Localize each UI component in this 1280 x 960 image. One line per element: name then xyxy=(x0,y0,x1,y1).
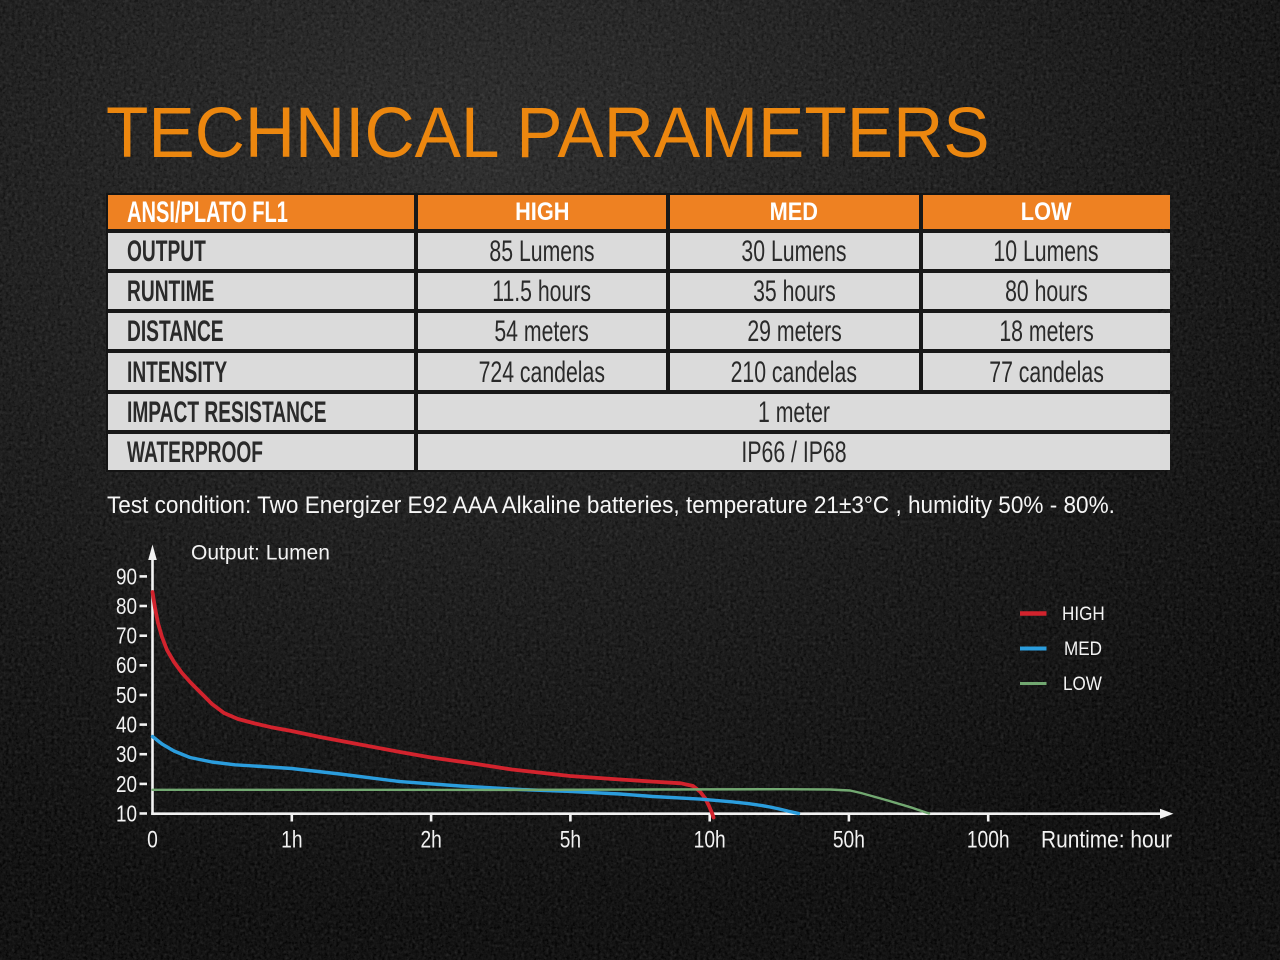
svg-text:MED: MED xyxy=(1064,638,1102,659)
svg-text:10: 10 xyxy=(116,802,137,827)
svg-text:1h: 1h xyxy=(281,825,302,853)
svg-text:50h: 50h xyxy=(833,825,865,853)
svg-text:Output: Lumen: Output: Lumen xyxy=(191,542,330,565)
svg-text:100h: 100h xyxy=(967,825,1010,853)
svg-text:LOW: LOW xyxy=(1063,673,1102,694)
svg-text:HIGH: HIGH xyxy=(1062,603,1105,624)
svg-text:30: 30 xyxy=(116,742,137,767)
svg-text:0: 0 xyxy=(147,825,158,853)
svg-text:Runtime: hour: Runtime: hour xyxy=(1041,826,1173,853)
svg-text:80: 80 xyxy=(116,594,137,619)
svg-text:40: 40 xyxy=(116,713,137,738)
svg-text:50: 50 xyxy=(116,683,137,708)
svg-text:2h: 2h xyxy=(420,825,441,853)
svg-text:60: 60 xyxy=(116,654,137,679)
svg-text:90: 90 xyxy=(116,565,137,590)
svg-text:70: 70 xyxy=(116,624,137,649)
svg-text:20: 20 xyxy=(116,772,137,797)
svg-text:10h: 10h xyxy=(694,825,726,853)
svg-text:5h: 5h xyxy=(560,825,581,853)
